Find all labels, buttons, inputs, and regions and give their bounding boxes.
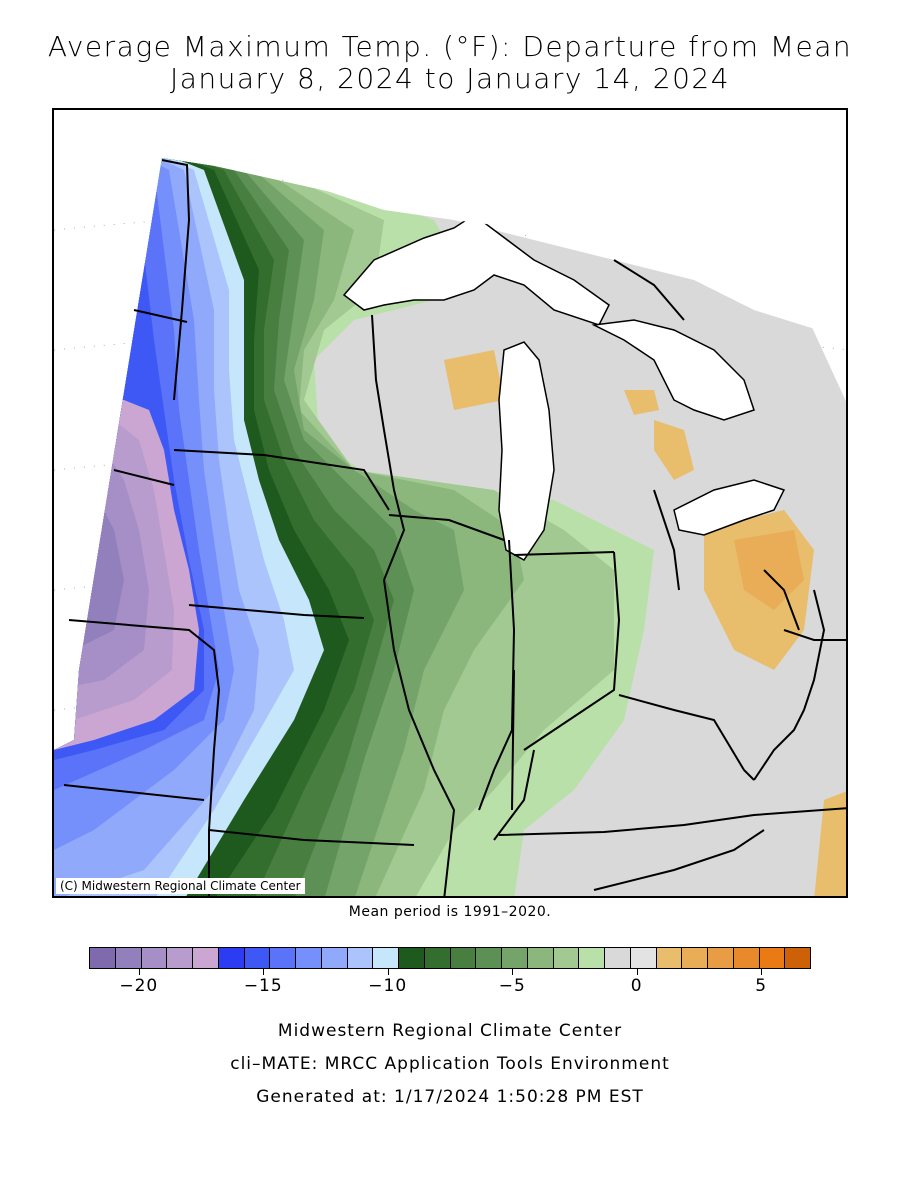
lake-huron [591,319,755,421]
legend-tick [512,969,514,975]
legend-tick [387,969,389,975]
legend-swatch [759,948,786,968]
great-lakes [342,214,786,561]
mean-period-note: Mean period is 1991–2020. [348,904,552,920]
legend-swatch [193,948,219,968]
map-title: Average Maximum Temp. (°F): Departure fr… [47,30,853,63]
lake-erie [673,479,786,536]
legend-tick-label: −10 [368,976,408,996]
legend-swatch [321,948,348,968]
legend-swatch [630,948,657,968]
legend-swatch [579,948,605,968]
legend-swatch [733,948,760,968]
legend-swatch [785,948,810,968]
legend-tick-label: −15 [243,976,283,996]
legend-swatch [450,948,477,968]
legend-swatch [656,948,683,968]
copyright-label: (C) Midwestern Regional Climate Center [56,878,305,894]
legend-swatch [90,948,116,968]
footer-generated: Generated at: 1/17/2024 1:50:28 PM EST [256,1087,644,1107]
legend-swatch [527,948,554,968]
legend-tick [138,969,140,975]
legend-swatch [270,948,296,968]
legend-swatch [167,948,193,968]
legend-swatch [424,948,451,968]
temperature-departure-map [54,110,846,896]
legend-swatch [244,948,271,968]
legend-swatch [708,948,734,968]
map-panel: (C) Midwestern Regional Climate Center [52,108,848,898]
legend-tick [761,969,763,975]
legend-swatch [476,948,502,968]
legend-swatch [553,948,580,968]
color-legend-bar [89,947,811,969]
legend-swatch [347,948,374,968]
legend-tick-label: −20 [119,976,159,996]
legend-swatch [605,948,631,968]
legend-swatch [373,948,399,968]
legend-tick [263,969,265,975]
state-boundaries [63,159,846,896]
footer-org: Midwestern Regional Climate Center [277,1021,623,1041]
legend-swatch [218,948,245,968]
legend-swatch [296,948,322,968]
legend-swatch [141,948,168,968]
footer-app: cli–MATE: MRCC Application Tools Environ… [230,1054,670,1074]
legend-swatch [399,948,425,968]
lake-michigan [498,341,555,561]
legend-swatch [682,948,708,968]
map-date-range: January 8, 2024 to January 14, 2024 [169,62,731,95]
legend-tick-label: 5 [755,976,768,996]
legend-tick [636,969,638,975]
legend-swatch [502,948,528,968]
legend-swatch [115,948,142,968]
legend-tick-label: −5 [498,976,526,996]
legend-tick-label: 0 [630,976,643,996]
